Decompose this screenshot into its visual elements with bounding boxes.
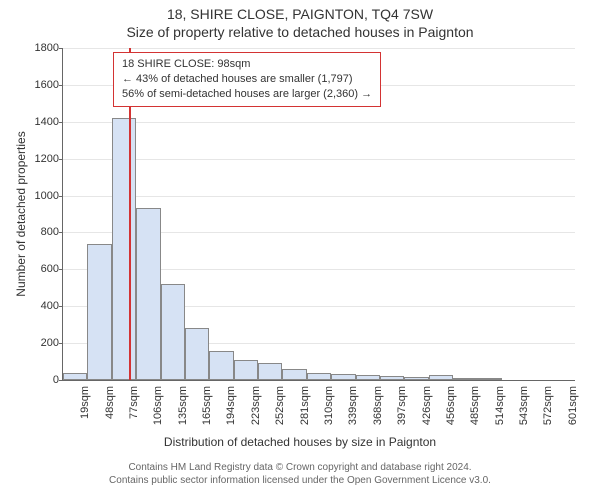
x-tick-label: 165sqm bbox=[201, 386, 213, 425]
histogram-bar bbox=[112, 118, 136, 380]
histogram-bar bbox=[258, 363, 282, 380]
y-tick-label: 400 bbox=[41, 300, 59, 312]
x-tick-label: 19sqm bbox=[79, 386, 91, 419]
annotation-line3: 56% of semi-detached houses are larger (… bbox=[122, 87, 372, 102]
histogram-bar bbox=[161, 284, 185, 380]
annotation-box: 18 SHIRE CLOSE: 98sqm ← 43% of detached … bbox=[113, 52, 381, 107]
x-tick-label: 135sqm bbox=[177, 386, 189, 425]
histogram-bar bbox=[185, 328, 209, 380]
x-tick-label: 543sqm bbox=[518, 386, 530, 425]
chart-container: 18, SHIRE CLOSE, PAIGNTON, TQ4 7SW Size … bbox=[0, 0, 600, 500]
y-tick-label: 1200 bbox=[35, 153, 59, 165]
x-tick-label: 77sqm bbox=[128, 386, 140, 419]
histogram-bar bbox=[380, 376, 404, 380]
gridline bbox=[63, 122, 575, 123]
annotation-line2: ← 43% of detached houses are smaller (1,… bbox=[122, 72, 372, 87]
y-tick-label: 200 bbox=[41, 337, 59, 349]
x-tick-label: 252sqm bbox=[274, 386, 286, 425]
x-tick-label: 456sqm bbox=[445, 386, 457, 425]
x-tick-label: 223sqm bbox=[250, 386, 262, 425]
x-tick-label: 48sqm bbox=[104, 386, 116, 419]
y-tick-label: 1000 bbox=[35, 190, 59, 202]
x-tick-label: 339sqm bbox=[347, 386, 359, 425]
histogram-bar bbox=[136, 208, 160, 380]
histogram-bar bbox=[429, 375, 453, 380]
footer-line1: Contains HM Land Registry data © Crown c… bbox=[0, 461, 600, 474]
chart-plot-area: 02004006008001000120014001600180019sqm48… bbox=[62, 48, 575, 381]
y-tick-label: 0 bbox=[53, 374, 59, 386]
x-tick-label: 601sqm bbox=[567, 386, 579, 425]
y-tick-label: 1400 bbox=[35, 116, 59, 128]
histogram-bar bbox=[209, 351, 233, 381]
x-tick-label: 514sqm bbox=[494, 386, 506, 425]
x-tick-label: 106sqm bbox=[152, 386, 164, 425]
histogram-bar bbox=[453, 378, 477, 380]
page-title-line1: 18, SHIRE CLOSE, PAIGNTON, TQ4 7SW bbox=[0, 0, 600, 22]
x-tick-label: 194sqm bbox=[225, 386, 237, 425]
x-tick-label: 572sqm bbox=[542, 386, 554, 425]
x-tick-label: 368sqm bbox=[372, 386, 384, 425]
y-tick-label: 1800 bbox=[35, 42, 59, 54]
y-tick-label: 600 bbox=[41, 263, 59, 275]
gridline bbox=[63, 48, 575, 49]
histogram-bar bbox=[331, 374, 355, 380]
gridline bbox=[63, 159, 575, 160]
footer: Contains HM Land Registry data © Crown c… bbox=[0, 461, 600, 487]
histogram-bar bbox=[234, 360, 258, 380]
histogram-bar bbox=[307, 373, 331, 380]
x-tick-label: 397sqm bbox=[396, 386, 408, 425]
x-tick-label: 485sqm bbox=[469, 386, 481, 425]
page-title-line2: Size of property relative to detached ho… bbox=[0, 22, 600, 40]
histogram-bar bbox=[356, 375, 380, 380]
y-axis-label: Number of detached properties bbox=[14, 49, 28, 214]
y-tick-label: 1600 bbox=[35, 79, 59, 91]
x-axis-label: Distribution of detached houses by size … bbox=[0, 435, 600, 449]
annotation-line1: 18 SHIRE CLOSE: 98sqm bbox=[122, 57, 372, 72]
footer-line2: Contains public sector information licen… bbox=[0, 474, 600, 487]
x-tick-label: 281sqm bbox=[299, 386, 311, 425]
y-tick-label: 800 bbox=[41, 226, 59, 238]
histogram-bar bbox=[63, 373, 87, 380]
histogram-bar bbox=[87, 244, 111, 380]
x-tick-label: 310sqm bbox=[323, 386, 335, 425]
histogram-bar bbox=[404, 377, 428, 380]
histogram-bar bbox=[477, 378, 501, 380]
gridline bbox=[63, 196, 575, 197]
histogram-bar bbox=[282, 369, 306, 380]
x-tick-label: 426sqm bbox=[421, 386, 433, 425]
